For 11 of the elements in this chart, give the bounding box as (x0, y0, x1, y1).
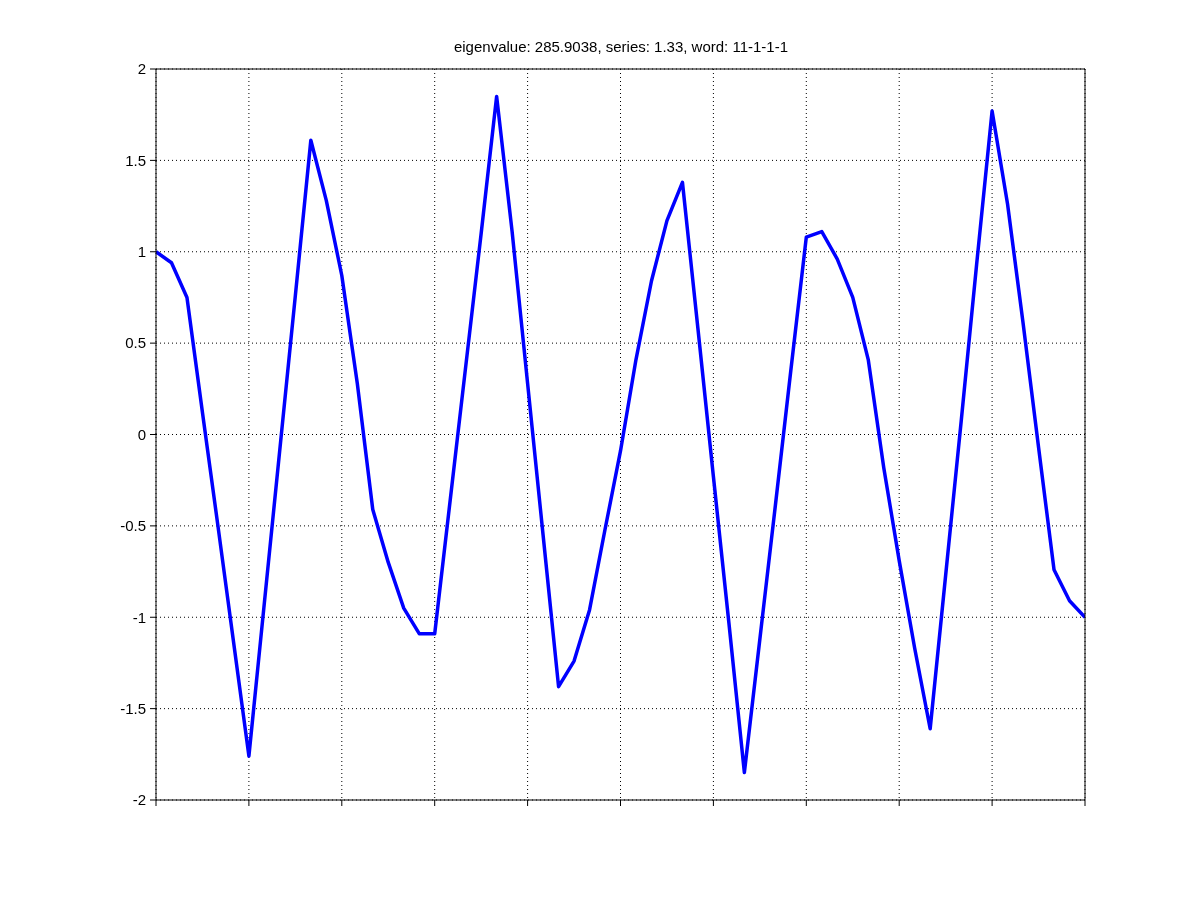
y-tick-label: -0.5 (120, 517, 146, 535)
y-tick-label: 0.5 (125, 334, 146, 352)
y-tick-label: -1 (132, 608, 146, 626)
line-series (156, 94, 1085, 775)
y-tick-label: 2 (137, 60, 146, 78)
y-tick-label: -2 (132, 791, 146, 809)
y-tick-label: 0 (137, 425, 146, 443)
y-tick-label: 1.5 (125, 151, 146, 169)
y-tick-label: -1.5 (120, 699, 146, 717)
y-tick-label: 1 (137, 243, 146, 261)
chart-title: eigenvalue: 285.9038, series: 1.33, word: 11-1-1-1 (452, 38, 790, 55)
